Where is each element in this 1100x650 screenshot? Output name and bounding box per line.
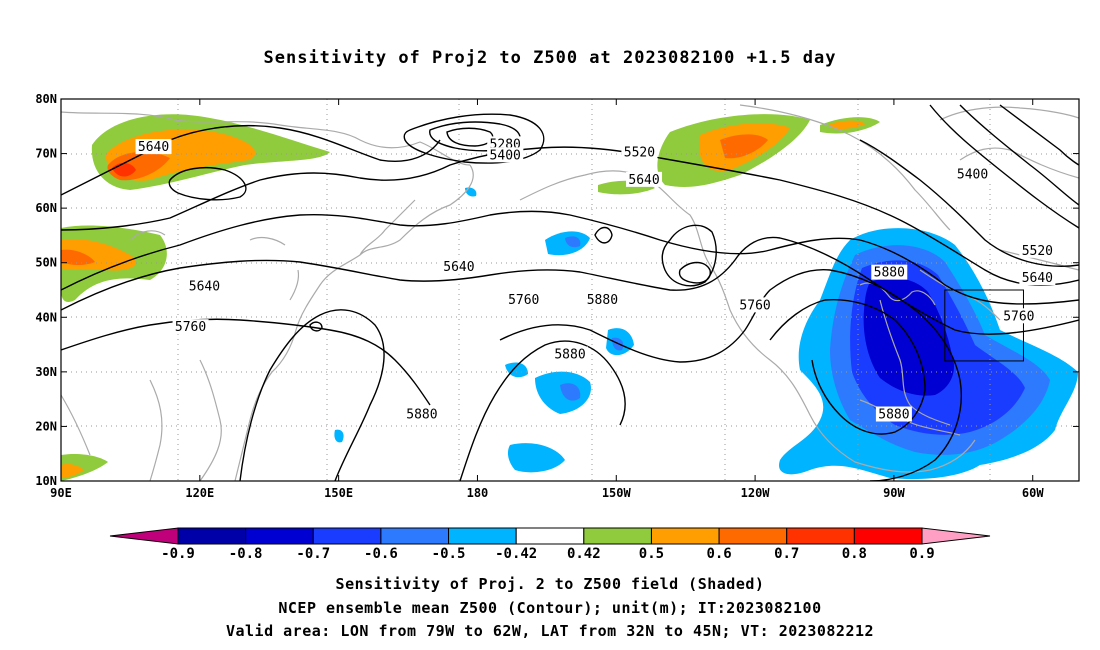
contour-label: 5880 xyxy=(874,266,905,281)
contour-label: 5880 xyxy=(878,408,909,423)
lat-tick-label: 60N xyxy=(35,201,57,215)
contour-label-bg xyxy=(552,346,588,362)
colorbar-label: -0.42 xyxy=(495,546,537,562)
lon-tick-label: 180 xyxy=(467,486,489,500)
map-title: Sensitivity of Proj2 to Z500 at 20230821… xyxy=(263,48,837,68)
lon-tick-label: 120E xyxy=(185,486,214,500)
colorbar-label: 0.7 xyxy=(774,546,799,562)
lat-tick-label: 30N xyxy=(35,365,57,379)
contour-label: 5640 xyxy=(443,260,474,275)
colorbar-segment xyxy=(650,527,720,545)
colorbar-segment xyxy=(583,527,652,545)
shade-orange-india xyxy=(61,463,84,478)
lat-tick-label: 50N xyxy=(35,256,57,270)
contour-label: 5520 xyxy=(1022,244,1053,259)
lat-tick-label: 20N xyxy=(35,419,57,433)
contour-label: 5760 xyxy=(1003,309,1034,324)
lon-tick-label: 60W xyxy=(1022,486,1044,500)
contour-label: 5760 xyxy=(739,298,770,313)
colorbar-label: -0.6 xyxy=(364,546,398,562)
shade-lightblue-pacific-e xyxy=(507,443,565,473)
z500-contours xyxy=(61,104,1079,481)
colorbar-segment xyxy=(245,527,314,545)
colorbar-segment xyxy=(380,527,450,545)
contour-label-bg xyxy=(172,319,209,335)
contour-label: 5400 xyxy=(490,148,521,163)
shade-mid-pacific-b xyxy=(560,383,581,401)
colorbar-segment xyxy=(312,527,382,545)
contour-label-bg xyxy=(440,259,477,275)
lon-tick-label: 90W xyxy=(883,486,905,500)
sensitivity-shading xyxy=(61,114,1078,481)
lat-tick-label: 10N xyxy=(35,474,57,488)
contour-label-bg xyxy=(135,139,172,155)
contour-label-bg xyxy=(954,166,991,182)
contour-label: 5640 xyxy=(628,173,659,188)
contour-label-bg xyxy=(1000,308,1037,324)
contour-label: 5880 xyxy=(554,347,585,362)
colorbar-label: 0.42 xyxy=(567,546,601,562)
contour-label-bg xyxy=(875,406,912,422)
lon-tick-label: 150W xyxy=(602,486,632,500)
valid-area-box xyxy=(944,289,1024,362)
shade-mid-pacific-a xyxy=(565,236,581,248)
caption-line-3: Valid area: LON from 79W to 62W, LAT fro… xyxy=(225,622,875,640)
colorbar-segment xyxy=(177,527,247,545)
contour-label: 5520 xyxy=(624,146,655,161)
contour-label: 5880 xyxy=(406,408,437,423)
contour-label-bg xyxy=(621,144,658,160)
contour-label-bg xyxy=(871,264,908,280)
lat-tick-label: 70N xyxy=(35,147,57,161)
colorbar-label: 0.9 xyxy=(909,546,934,562)
contour-label-bg xyxy=(403,406,440,422)
colorbar-segment xyxy=(786,527,855,545)
lon-tick-label: 120W xyxy=(741,486,771,500)
contour-label-bg xyxy=(737,297,774,313)
shade-darkorange-alaska xyxy=(720,134,768,159)
colorbar-label: 0.6 xyxy=(706,546,731,562)
contour-label-bg xyxy=(626,171,663,187)
contour-label-bg xyxy=(505,291,542,307)
contour-label-bg xyxy=(584,291,621,307)
shade-orange-arctic xyxy=(830,120,866,129)
caption-line-1: Sensitivity of Proj. 2 to Z500 field (Sh… xyxy=(335,575,765,593)
colorbar-label: -0.8 xyxy=(229,546,263,562)
colorbar-segment xyxy=(448,527,517,545)
colorbar-label: 0.8 xyxy=(842,546,867,562)
colorbar-label: 0.5 xyxy=(639,546,664,562)
contour-label: 5640 xyxy=(1022,271,1053,286)
contour-label: 5880 xyxy=(587,293,618,308)
map-frame xyxy=(60,98,1080,482)
colorbar-segment xyxy=(718,527,788,545)
lon-tick-label: 90E xyxy=(50,486,72,500)
contour-label-bg xyxy=(487,147,524,163)
colorbar: -0.9 -0.8 -0.7 -0.6 -0.5 -0.42 0.42 0.5 0.6 0.7 0.… xyxy=(109,527,991,562)
contour-label-bg xyxy=(1019,242,1056,258)
contour-label: 5640 xyxy=(138,140,169,155)
contour-label: 5400 xyxy=(957,167,988,182)
colorbar-label: -0.9 xyxy=(161,546,195,562)
colorbar-right-arrow xyxy=(921,527,991,545)
contour-label-bg xyxy=(186,278,223,294)
colorbar-segment xyxy=(853,527,923,545)
shade-darkorange-asia xyxy=(61,249,95,265)
lat-tick-label: 80N xyxy=(35,92,57,106)
colorbar-label: -0.5 xyxy=(432,546,466,562)
colorbar-label: -0.7 xyxy=(296,546,330,562)
colorbar-segment xyxy=(515,527,585,545)
colorbar-left-arrow xyxy=(109,527,179,545)
contour-label: 5760 xyxy=(175,320,206,335)
contour-label: 5640 xyxy=(189,279,220,294)
lat-tick-label: 40N xyxy=(35,310,57,324)
contour-label: 5760 xyxy=(508,293,539,308)
shade-lightblue-pacific-f xyxy=(334,429,344,443)
lon-tick-label: 150E xyxy=(324,486,353,500)
contour-label-bg xyxy=(1019,270,1056,286)
caption-line-2: NCEP ensemble mean Z500 (Contour); unit(… xyxy=(278,599,822,617)
